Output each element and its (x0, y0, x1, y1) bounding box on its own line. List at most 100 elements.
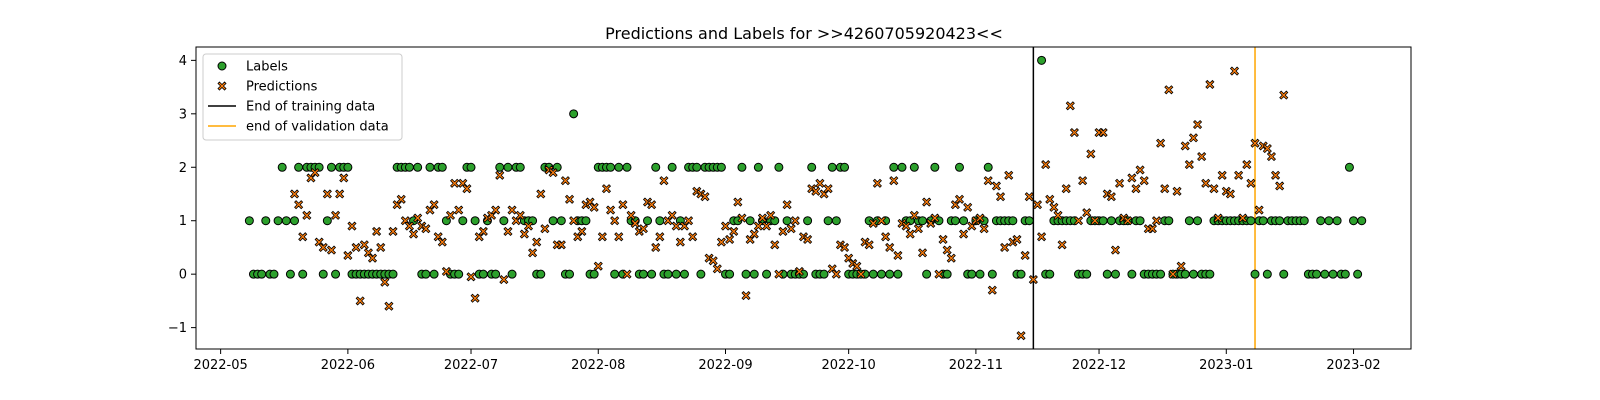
label-point (950, 216, 960, 226)
x-tick-label: 2022-07 (444, 358, 498, 373)
x-tick-label: 2022-09 (698, 358, 752, 373)
label-point (298, 269, 308, 279)
label-point (589, 269, 599, 279)
prediction-point (515, 210, 525, 220)
prediction-point (983, 176, 993, 186)
prediction-point (626, 210, 636, 220)
prediction-point (889, 176, 899, 186)
prediction-point (523, 221, 534, 231)
prediction-point (404, 221, 415, 231)
label-point (840, 162, 850, 172)
x-tick-label: 2023-02 (1326, 358, 1380, 373)
prediction-point (606, 205, 616, 215)
label-point (1357, 216, 1367, 226)
legend-entry: End of training data (246, 100, 375, 115)
prediction-point (441, 266, 451, 277)
prediction-point (1024, 192, 1034, 202)
label-point (885, 269, 895, 279)
prediction-point (856, 269, 866, 279)
label-point (581, 216, 591, 226)
prediction-point (610, 216, 620, 226)
prediction-point (1131, 184, 1141, 194)
prediction-point (757, 213, 768, 223)
prediction-point (647, 200, 657, 210)
label-point (868, 269, 878, 279)
prediction-point (1000, 242, 1010, 253)
label-point (983, 162, 993, 172)
prediction-point (478, 226, 488, 236)
prediction-point (1082, 208, 1092, 218)
prediction-point (761, 221, 772, 231)
label-point (404, 162, 414, 172)
prediction-point (564, 194, 575, 204)
prediction-point (688, 232, 698, 242)
legend-frame (202, 53, 403, 141)
prediction-point (1004, 170, 1014, 180)
prediction-point (519, 229, 529, 239)
label-point (413, 162, 423, 172)
label-point (331, 269, 341, 279)
label-point (975, 269, 985, 279)
prediction-point (720, 221, 731, 231)
label-point (647, 269, 657, 279)
prediction-point (289, 189, 300, 199)
prediction-point (359, 240, 369, 250)
label-point (285, 269, 295, 279)
label-point (343, 162, 353, 172)
legend-labels-marker (217, 61, 227, 71)
prediction-point (532, 237, 542, 247)
prediction-point (630, 218, 640, 228)
prediction-point (1049, 202, 1059, 212)
label-point (458, 216, 468, 226)
prediction-point (1266, 152, 1277, 162)
prediction-point (893, 250, 903, 261)
prediction-point (491, 205, 501, 215)
prediction-point (716, 237, 726, 247)
prediction-point (577, 226, 587, 236)
label-point (437, 162, 447, 172)
prediction-point (790, 216, 800, 226)
y-tick-label: −1 (168, 321, 187, 336)
prediction-point (1073, 216, 1084, 226)
prediction-point (1184, 160, 1194, 170)
label-point (326, 162, 336, 172)
label-point (1262, 269, 1272, 279)
label-point (1184, 216, 1194, 226)
prediction-point (917, 248, 928, 258)
prediction-point (1020, 250, 1030, 261)
label-point (954, 162, 964, 172)
prediction-point (1123, 216, 1133, 226)
label-point (1332, 216, 1342, 226)
prediction-point (1016, 331, 1026, 341)
label-point (277, 162, 287, 172)
x-axis: 2022-05 2022-06 2022-07 2022-08 2022-09 2022-… (193, 349, 1381, 373)
prediction-point (376, 242, 386, 253)
prediction-point (408, 229, 419, 239)
label-point (478, 269, 488, 279)
prediction-point (1213, 213, 1223, 223)
prediction-point (823, 184, 833, 194)
prediction-point (1254, 205, 1264, 215)
label-point (503, 162, 513, 172)
prediction-point (774, 269, 784, 279)
prediction-point (712, 264, 722, 274)
prediction-point (864, 240, 874, 250)
label-point (737, 162, 747, 172)
label-point (491, 269, 501, 279)
prediction-point (326, 245, 337, 255)
prediction-point (782, 200, 792, 210)
y-tick-label: 0 (179, 268, 187, 283)
prediction-point (298, 232, 308, 242)
prediction-point (1053, 210, 1063, 220)
prediction-point (1188, 133, 1199, 143)
prediction-point (1275, 181, 1285, 191)
prediction-point (934, 269, 944, 279)
prediction-point (593, 261, 603, 271)
prediction-point (675, 237, 685, 247)
prediction-point (1065, 101, 1075, 111)
label-point (257, 269, 267, 279)
prediction-point (388, 226, 398, 236)
prediction-point (1164, 85, 1174, 95)
prediction-point (901, 221, 911, 231)
prediction-point (753, 221, 763, 231)
